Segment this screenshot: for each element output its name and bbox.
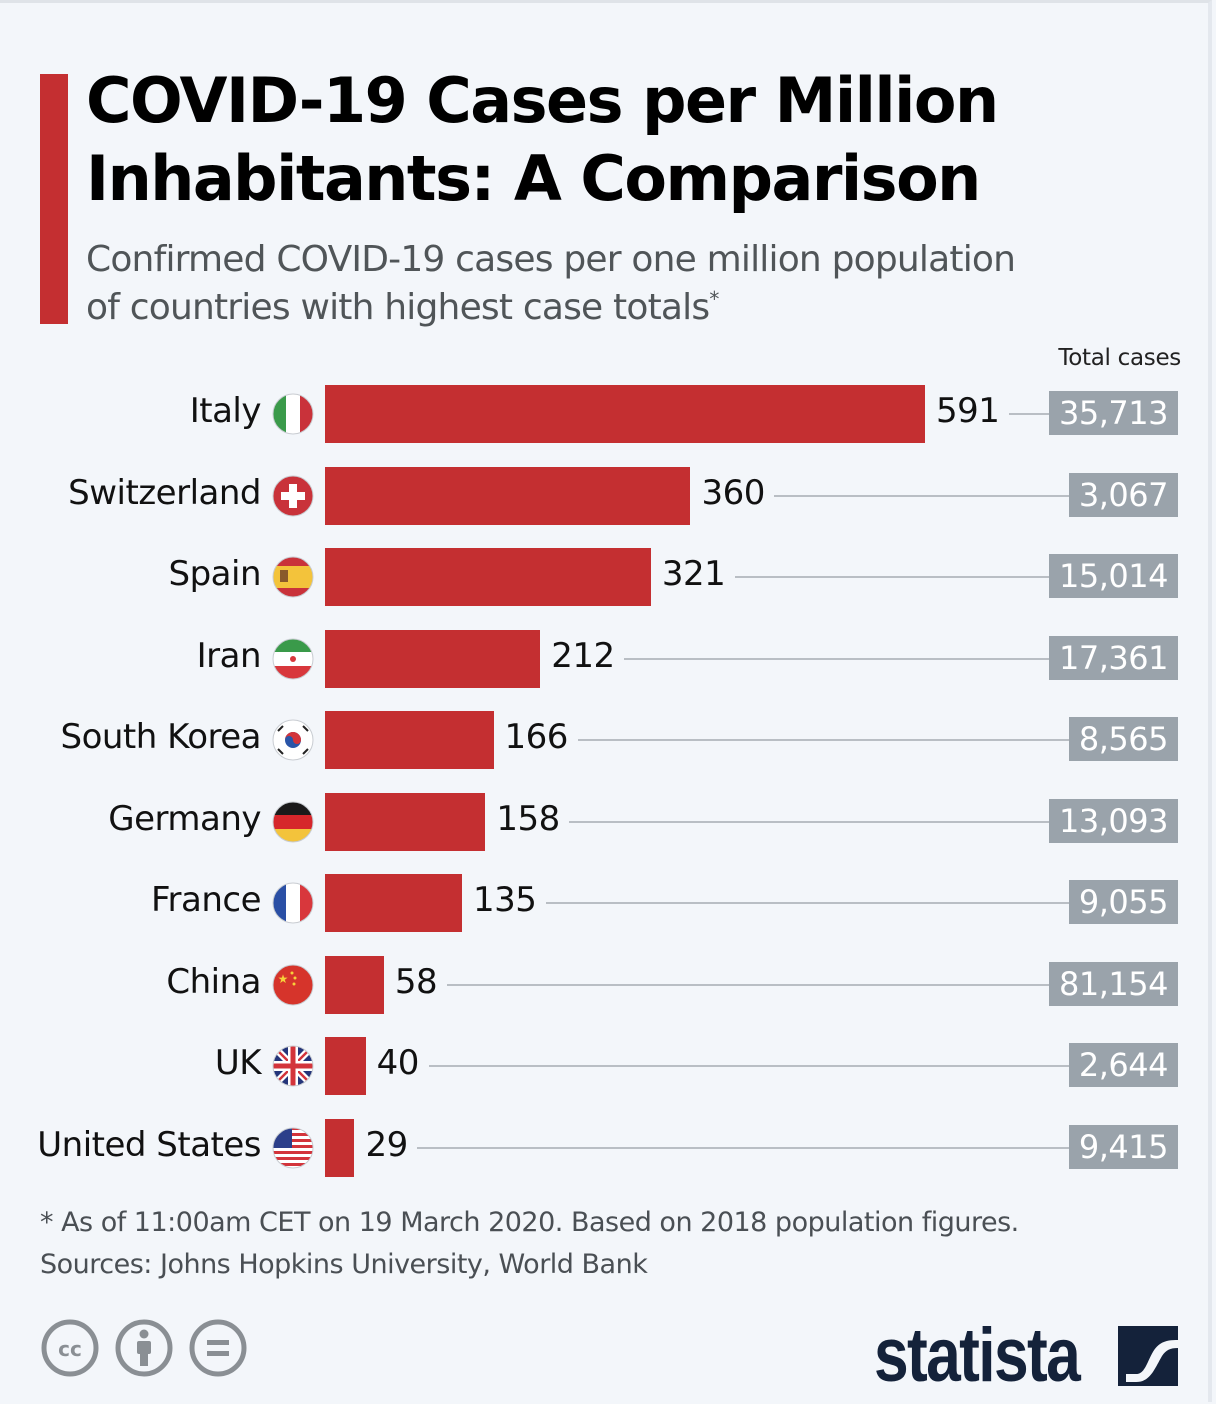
value-label: 135: [473, 880, 537, 920]
bar: [325, 793, 486, 851]
value-label: 58: [394, 962, 438, 1002]
south-korea-flag-icon: [272, 719, 314, 761]
attribution-icon[interactable]: [114, 1318, 174, 1378]
total-cases-label: 15,014: [1049, 554, 1178, 598]
footnote-sources: Sources: Johns Hopkins University, World…: [40, 1249, 648, 1280]
statista-logo-icon: [1118, 1325, 1178, 1386]
category-label: Germany: [108, 799, 261, 839]
germany-flag-icon: [272, 801, 314, 843]
title-accent-bar: [40, 74, 68, 324]
chart-subtitle: Confirmed COVID-19 cases per one million…: [86, 236, 1186, 332]
total-cases-label: 9,415: [1068, 1125, 1178, 1169]
total-cases-label: 13,093: [1049, 799, 1178, 843]
bar-row: Germany 158 13,093: [0, 793, 1216, 851]
bar: [325, 548, 651, 606]
value-label: 321: [661, 554, 726, 594]
leader-line: [447, 984, 1049, 986]
total-cases-header: Total cases: [1058, 345, 1181, 371]
footnote-note: * As of 11:00am CET on 19 March 2020. Ba…: [40, 1207, 1019, 1238]
leader-line: [417, 1147, 1069, 1149]
value-label: 40: [376, 1043, 420, 1083]
value-label: 166: [504, 717, 569, 757]
france-flag-icon: [272, 882, 314, 924]
leader-line: [429, 1065, 1069, 1067]
title-line-1: COVID-19 Cases per Million: [86, 64, 999, 137]
footnote: * As of 11:00am CET on 19 March 2020. Ba…: [40, 1202, 1019, 1286]
iran-flag-icon: [272, 638, 314, 680]
bar: [325, 1037, 366, 1095]
category-label: Iran: [196, 636, 262, 676]
subtitle-footnote-marker: *: [709, 287, 719, 311]
bar: [325, 874, 463, 932]
category-label: Italy: [189, 391, 262, 431]
bar: [325, 1119, 355, 1177]
bar: [325, 385, 925, 443]
bar: [325, 630, 541, 688]
category-label: South Korea: [60, 717, 261, 757]
category-label: UK: [214, 1043, 262, 1083]
total-cases-label: 35,713: [1049, 391, 1178, 435]
leader-line: [578, 739, 1069, 741]
total-cases-label: 17,361: [1049, 636, 1178, 680]
value-label: 29: [365, 1125, 408, 1165]
leader-line: [624, 658, 1049, 660]
bar-row: South Korea 166 8,565: [0, 711, 1216, 769]
bar-row: Italy 591 35,713: [0, 385, 1216, 443]
leader-line: [774, 495, 1069, 497]
total-cases-label: 8,565: [1068, 717, 1178, 761]
license-icons: cc: [40, 1318, 248, 1378]
spain-flag-icon: [272, 556, 314, 598]
category-label: United States: [37, 1125, 261, 1165]
leader-line: [569, 821, 1049, 823]
total-cases-label: 9,055: [1068, 880, 1178, 924]
total-cases-label: 2,644: [1068, 1043, 1178, 1087]
bar-row: Spain 321 15,014: [0, 548, 1216, 606]
bar-row: United States 29 9,415: [0, 1119, 1216, 1177]
bar: [325, 956, 384, 1014]
category-label: Switzerland: [68, 473, 261, 513]
statista-logo[interactable]: statista: [874, 1312, 1178, 1399]
total-cases-label: 81,154: [1049, 962, 1178, 1006]
cc-icon[interactable]: cc: [40, 1318, 100, 1378]
total-cases-label: 3,067: [1068, 473, 1178, 517]
leader-line: [735, 576, 1049, 578]
switzerland-flag-icon: [272, 475, 314, 517]
subtitle-line-2: of countries with highest case totals: [86, 287, 710, 328]
statista-wordmark: statista: [874, 1313, 1081, 1398]
leader-line: [1009, 413, 1049, 415]
value-label: 360: [701, 473, 765, 513]
chart-title: COVID-19 Cases per Million Inhabitants: …: [86, 62, 1186, 218]
bar-row: Switzerland 360 3,067: [0, 467, 1216, 525]
china-flag-icon: ★: [272, 964, 314, 1006]
bar: [325, 711, 494, 769]
bar-row: China ★ 58 81,154: [0, 956, 1216, 1014]
svg-text:cc: cc: [58, 1337, 82, 1361]
no-derivatives-icon[interactable]: [188, 1318, 248, 1378]
bar-row: Iran 212 17,361: [0, 630, 1216, 688]
value-label: 158: [496, 799, 560, 839]
bar-row: UK 40 2,644: [0, 1037, 1216, 1095]
category-label: Spain: [168, 554, 262, 594]
value-label: 212: [551, 636, 615, 676]
italy-flag-icon: [272, 393, 314, 435]
bar: [325, 467, 691, 525]
category-label: France: [150, 880, 262, 920]
category-label: China: [166, 962, 261, 1002]
leader-line: [546, 902, 1069, 904]
uk-flag-icon: [272, 1045, 314, 1087]
value-label: 591: [936, 391, 1000, 431]
usa-flag-icon: [272, 1127, 314, 1169]
title-line-2: Inhabitants: A Comparison: [86, 142, 981, 215]
bar-row: France 135 9,055: [0, 874, 1216, 932]
subtitle-line-1: Confirmed COVID-19 cases per one million…: [86, 239, 1016, 280]
svg-text:★: ★: [278, 972, 289, 986]
